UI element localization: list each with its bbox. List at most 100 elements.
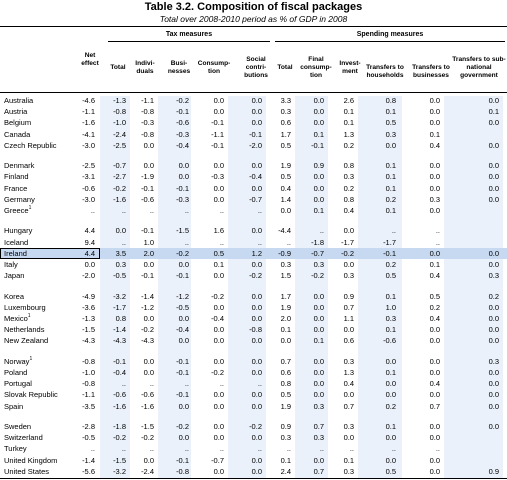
table-cell: -2.7 [113, 172, 126, 182]
country-name: Portugal [4, 379, 32, 389]
table-cell: 0.0 [429, 107, 440, 117]
table-cell: -0.5 [176, 302, 189, 312]
table-row: Belgium -1.6 -1.0 -0.3 -0.6 -0.1 0.0 0.6 0.0 0.1 0… [0, 117, 507, 128]
table-cell: 0.1 [385, 422, 396, 431]
table-cell: .. [149, 379, 154, 389]
table-cell: 0.0 [213, 161, 224, 171]
footnote-marker: 1 [28, 205, 32, 211]
table-cell: .. [184, 379, 189, 389]
table-cell: -0.1 [113, 356, 126, 366]
table-cell: 0.3 [280, 260, 291, 269]
table-cell: 0.0 [488, 336, 499, 346]
table-cell: 0.1 [313, 206, 324, 215]
table-cell: 0.0 [178, 336, 189, 346]
table-cell: -2.5 [113, 140, 126, 150]
table-cell: -1.4 [141, 291, 154, 301]
table-row: United Kingdom -1.4 -1.5 0.0 -0.1 -0.7 0.0 0.1 0… [0, 455, 507, 466]
table-cell: 0.0 [429, 183, 440, 193]
table-cell: .. [184, 444, 189, 454]
table-cell: -3.2 [113, 466, 126, 476]
column-shade [158, 96, 191, 478]
column-shade [100, 96, 130, 478]
table-cell: 0.3 [280, 433, 291, 443]
header-rule [0, 92, 507, 93]
table-cell: -0.1 [211, 140, 224, 150]
table-cell: 0.0 [488, 314, 499, 323]
column-header: Transfers to households [366, 64, 404, 80]
table-cell: 0.1 [385, 368, 396, 377]
table-cell: 0.0 [385, 433, 396, 443]
table-cell: 0.0 [143, 260, 154, 269]
table-cell: -0.7 [211, 455, 224, 465]
table-cell: 0.3 [313, 260, 324, 269]
table-cell: 0.0 [213, 183, 224, 193]
table-cell: 0.0 [178, 314, 189, 323]
footnote-marker: 1 [29, 355, 33, 362]
table-cell: -1.6 [113, 401, 126, 411]
table-cell: .. [286, 237, 291, 247]
table-cell: 0.0 [385, 390, 396, 400]
table-cell: -1.3 [82, 314, 95, 323]
table-cell: -1.1 [82, 107, 95, 117]
table-cell: -0.1 [141, 183, 154, 193]
table-cell: 0.2 [385, 260, 396, 269]
table-cell: 0.4 [343, 379, 354, 389]
table-row: Switzerland -0.5 -0.2 -0.2 0.0 0.0 0.0 0.3 0.3 0.… [0, 432, 507, 443]
table-cell: 4.4 [84, 248, 95, 258]
country-name: Finland [4, 172, 29, 182]
table-cell: 0.1 [385, 183, 396, 193]
table-cell: .. [435, 226, 440, 236]
column-shade [228, 96, 266, 478]
table-cell: .. [219, 237, 224, 247]
table-row: Turkey...................... [0, 443, 507, 454]
table-cell: 0.0 [488, 379, 499, 389]
table-cell: 0.0 [178, 401, 189, 411]
table-cell: 0.1 [429, 260, 440, 269]
table-cell: 0.0 [429, 172, 440, 182]
table-cell: -1.1 [211, 129, 224, 139]
table-cell: -4.9 [82, 291, 95, 301]
table-cell: -0.8 [141, 107, 154, 117]
table-cell: -2.4 [113, 129, 126, 139]
table-cell: 0.0 [280, 206, 291, 215]
table-cell: 0.8 [343, 194, 354, 204]
table-cell: .. [435, 237, 440, 247]
table-cell: 0.0 [213, 390, 224, 400]
table-cell: 0.0 [429, 433, 440, 443]
table-cell: 0.9 [488, 466, 499, 476]
group-header-tax: Tax measures [165, 31, 213, 38]
table-cell: 0.1 [313, 336, 324, 346]
table-cell: 0.0 [385, 455, 396, 465]
table-cell: 0.0 [251, 260, 262, 269]
table-row: Luxembourg -3.6 -1.7 -1.2 -0.5 0.0 0.0 1.9 0.0 0.… [0, 302, 507, 313]
country-name: Canada [4, 129, 31, 139]
table-cell: -1.9 [141, 172, 154, 182]
table-cell: 0.1 [385, 172, 396, 182]
table-cell: 0.5 [385, 271, 396, 281]
table-cell: .. [219, 206, 224, 215]
table-cell: 0.0 [213, 466, 224, 476]
table-cell: .. [121, 237, 126, 247]
table-cell: -1.0 [113, 118, 126, 128]
table-cell: 0.0 [143, 161, 154, 171]
group-rule-spending [275, 41, 505, 42]
table-cell: -0.6 [176, 118, 189, 128]
table-cell: 0.0 [429, 356, 440, 366]
table-cell: -0.3 [176, 129, 189, 139]
table-cell: 0.3 [343, 422, 354, 431]
table-cell: 0.0 [429, 325, 440, 335]
table-cell: 0.7 [313, 466, 324, 476]
table-cell: 0.2 [429, 302, 440, 312]
table-row: Korea -4.9 -3.2 -1.4 -1.2 -0.2 0.0 1.7 0.0 0.9 0.1… [0, 291, 507, 302]
table-cell: 0.0 [313, 455, 324, 465]
table-cell: 0.2 [385, 401, 396, 411]
table-cell: -0.3 [211, 172, 224, 182]
table-row: Slovak Republic -1.1 -0.6 -0.6 -0.1 0.0 0.0 0.5… [0, 389, 507, 400]
table-cell: 0.0 [213, 422, 224, 431]
table-cell: 0.1 [385, 325, 396, 335]
bottom-rule [0, 478, 507, 479]
table-cell: 9.4 [84, 237, 95, 247]
table-cell: -4.4 [278, 226, 291, 236]
table-cell: -5.6 [82, 466, 95, 476]
table-cell: -0.5 [113, 271, 126, 281]
